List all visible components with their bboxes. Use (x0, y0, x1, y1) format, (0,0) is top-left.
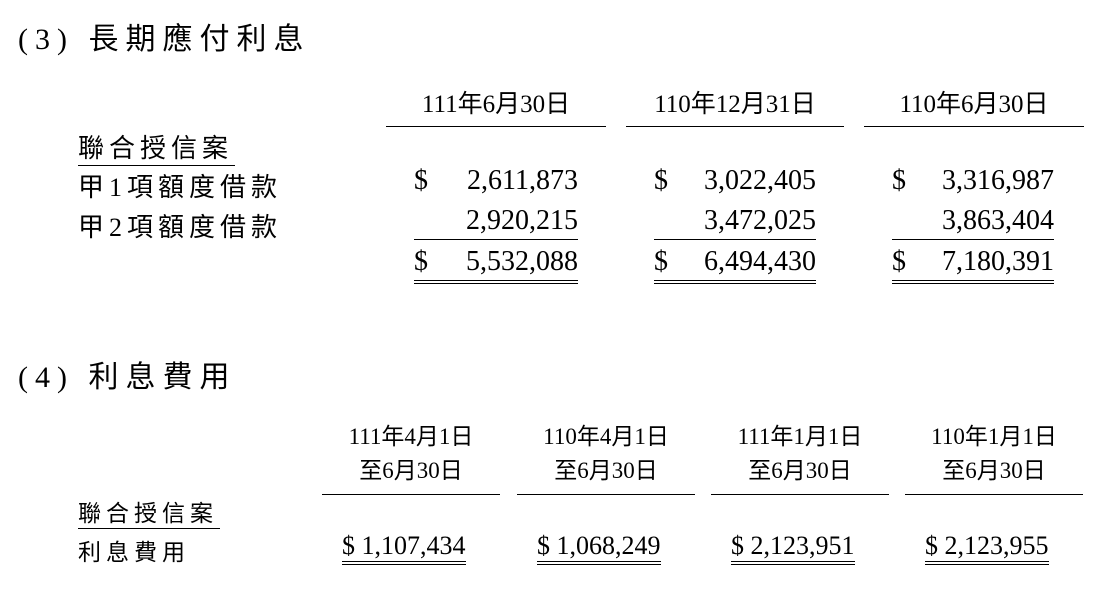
currency-symbol: $ (892, 165, 906, 196)
amount: 3,316,987 (942, 165, 1054, 196)
amount: 6,494,430 (704, 246, 816, 277)
column-header-line1: 111年1月1日 (737, 424, 863, 449)
column-header-111-06-30: 111年6月30日 (386, 84, 606, 127)
interest-expense-value-3: $ 2,123,951 (731, 531, 855, 565)
total-value-3: $ 7,180,391 (892, 246, 1054, 284)
amount: 2,920,215 (466, 205, 578, 236)
amount: 3,022,405 (704, 165, 816, 196)
column-header-110-06-30: 110年6月30日 (864, 84, 1084, 127)
column-header-111-q2: 111年4月1日 至6月30日 (322, 420, 500, 495)
column-header-110-12-31: 110年12月31日 (626, 84, 844, 127)
section-4-title: (4) 利息費用 (18, 361, 237, 394)
row-a1-value-3: $ 3,316,987 (892, 165, 1054, 199)
column-header-111-h1: 111年1月1日 至6月30日 (711, 420, 889, 495)
column-header-line1: 111年4月1日 (348, 424, 474, 449)
amount: 3,472,025 (704, 205, 816, 236)
column-header-110-h1: 110年1月1日 至6月30日 (905, 420, 1083, 495)
row-a2-value-3: 3,863,404 (892, 205, 1054, 240)
row-a2-value-2: 3,472,025 (654, 205, 816, 240)
amount: 5,532,088 (466, 246, 578, 277)
column-header-line2: 至6月30日 (748, 458, 852, 483)
currency-symbol: $ (654, 246, 668, 277)
total-value-1: $ 5,532,088 (414, 246, 578, 284)
row-a2-value-1: 2,920,215 (414, 205, 578, 240)
currency-symbol: $ (414, 246, 428, 277)
interest-expense-value-1: $ 1,107,434 (342, 531, 466, 565)
interest-expense-value-2: $ 1,068,249 (537, 531, 661, 565)
section-3-title: (3) 長期應付利息 (18, 23, 311, 56)
column-header-110-q2: 110年4月1日 至6月30日 (517, 420, 695, 495)
amount: 2,611,873 (467, 165, 578, 196)
column-header-line2: 至6月30日 (942, 458, 1046, 483)
column-header-line2: 至6月30日 (554, 458, 658, 483)
interest-expense-value-4: $ 2,123,955 (925, 531, 1049, 565)
row-label-a1-loan: 甲1項額度借款 (78, 173, 283, 202)
group-label-syndicated-loan: 聯合授信案 (78, 128, 236, 166)
group-label-syndicated-loan-4: 聯合授信案 (78, 494, 220, 529)
amount: 3,863,404 (942, 205, 1054, 236)
currency-symbol: $ (414, 165, 428, 196)
row-a1-value-1: $ 2,611,873 (414, 165, 578, 199)
row-label-interest-expense: 利息費用 (78, 540, 190, 565)
total-value-2: $ 6,494,430 (654, 246, 816, 284)
column-header-line2: 至6月30日 (359, 458, 463, 483)
amount: 7,180,391 (942, 246, 1054, 277)
row-a1-value-2: $ 3,022,405 (654, 165, 816, 199)
column-header-line1: 110年4月1日 (543, 424, 669, 449)
column-header-line1: 110年1月1日 (931, 424, 1057, 449)
currency-symbol: $ (654, 165, 668, 196)
currency-symbol: $ (892, 246, 906, 277)
row-label-a2-loan: 甲2項額度借款 (78, 213, 283, 242)
